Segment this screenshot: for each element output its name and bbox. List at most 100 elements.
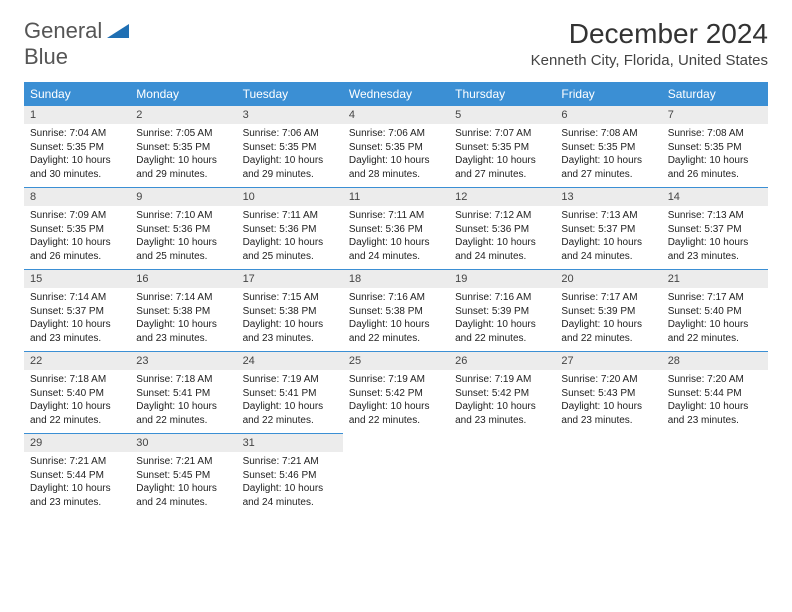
logo-word2: Blue: [24, 44, 68, 69]
day-header: Friday: [555, 82, 661, 106]
calendar-cell: 30Sunrise: 7:21 AMSunset: 5:45 PMDayligh…: [130, 434, 236, 516]
day-details: Sunrise: 7:07 AMSunset: 5:35 PMDaylight:…: [449, 124, 555, 187]
logo: General Blue: [24, 18, 129, 70]
calendar-body: 1Sunrise: 7:04 AMSunset: 5:35 PMDaylight…: [24, 106, 768, 515]
day-number: 31: [237, 434, 343, 452]
calendar-cell: 8Sunrise: 7:09 AMSunset: 5:35 PMDaylight…: [24, 188, 130, 270]
day-number: 19: [449, 270, 555, 288]
day-number: 1: [24, 106, 130, 124]
day-details: Sunrise: 7:20 AMSunset: 5:44 PMDaylight:…: [662, 370, 768, 433]
calendar-cell: 3Sunrise: 7:06 AMSunset: 5:35 PMDaylight…: [237, 106, 343, 188]
calendar-cell: 18Sunrise: 7:16 AMSunset: 5:38 PMDayligh…: [343, 270, 449, 352]
calendar-cell: 21Sunrise: 7:17 AMSunset: 5:40 PMDayligh…: [662, 270, 768, 352]
day-number: 26: [449, 352, 555, 370]
logo-triangle-icon: [107, 24, 129, 38]
day-number: 11: [343, 188, 449, 206]
day-details: Sunrise: 7:17 AMSunset: 5:39 PMDaylight:…: [555, 288, 661, 351]
day-number: 9: [130, 188, 236, 206]
calendar-cell: 26Sunrise: 7:19 AMSunset: 5:42 PMDayligh…: [449, 352, 555, 434]
day-number: 5: [449, 106, 555, 124]
day-details: Sunrise: 7:14 AMSunset: 5:37 PMDaylight:…: [24, 288, 130, 351]
calendar-cell: 9Sunrise: 7:10 AMSunset: 5:36 PMDaylight…: [130, 188, 236, 270]
day-number: 25: [343, 352, 449, 370]
calendar-cell: 25Sunrise: 7:19 AMSunset: 5:42 PMDayligh…: [343, 352, 449, 434]
day-number: 12: [449, 188, 555, 206]
day-number: 29: [24, 434, 130, 452]
day-number: 23: [130, 352, 236, 370]
calendar-cell: 2Sunrise: 7:05 AMSunset: 5:35 PMDaylight…: [130, 106, 236, 188]
day-details: Sunrise: 7:05 AMSunset: 5:35 PMDaylight:…: [130, 124, 236, 187]
calendar-week: 22Sunrise: 7:18 AMSunset: 5:40 PMDayligh…: [24, 352, 768, 434]
header: General Blue December 2024 Kenneth City,…: [24, 18, 768, 70]
calendar-cell: 23Sunrise: 7:18 AMSunset: 5:41 PMDayligh…: [130, 352, 236, 434]
day-details: Sunrise: 7:13 AMSunset: 5:37 PMDaylight:…: [662, 206, 768, 269]
calendar-cell: 13Sunrise: 7:13 AMSunset: 5:37 PMDayligh…: [555, 188, 661, 270]
calendar-cell: 16Sunrise: 7:14 AMSunset: 5:38 PMDayligh…: [130, 270, 236, 352]
day-details: Sunrise: 7:08 AMSunset: 5:35 PMDaylight:…: [662, 124, 768, 187]
calendar-cell: 20Sunrise: 7:17 AMSunset: 5:39 PMDayligh…: [555, 270, 661, 352]
day-details: Sunrise: 7:15 AMSunset: 5:38 PMDaylight:…: [237, 288, 343, 351]
calendar-cell: [662, 434, 768, 516]
day-details: Sunrise: 7:09 AMSunset: 5:35 PMDaylight:…: [24, 206, 130, 269]
day-details: Sunrise: 7:12 AMSunset: 5:36 PMDaylight:…: [449, 206, 555, 269]
day-header: Thursday: [449, 82, 555, 106]
calendar-cell: 11Sunrise: 7:11 AMSunset: 5:36 PMDayligh…: [343, 188, 449, 270]
calendar-cell: 6Sunrise: 7:08 AMSunset: 5:35 PMDaylight…: [555, 106, 661, 188]
day-number: 27: [555, 352, 661, 370]
calendar-cell: 22Sunrise: 7:18 AMSunset: 5:40 PMDayligh…: [24, 352, 130, 434]
month-title: December 2024: [531, 18, 768, 50]
day-details: Sunrise: 7:19 AMSunset: 5:41 PMDaylight:…: [237, 370, 343, 433]
day-details: Sunrise: 7:10 AMSunset: 5:36 PMDaylight:…: [130, 206, 236, 269]
day-number: 14: [662, 188, 768, 206]
calendar-cell: 15Sunrise: 7:14 AMSunset: 5:37 PMDayligh…: [24, 270, 130, 352]
day-details: Sunrise: 7:21 AMSunset: 5:46 PMDaylight:…: [237, 452, 343, 515]
calendar-cell: 7Sunrise: 7:08 AMSunset: 5:35 PMDaylight…: [662, 106, 768, 188]
day-details: Sunrise: 7:19 AMSunset: 5:42 PMDaylight:…: [343, 370, 449, 433]
day-details: Sunrise: 7:20 AMSunset: 5:43 PMDaylight:…: [555, 370, 661, 433]
day-details: Sunrise: 7:14 AMSunset: 5:38 PMDaylight:…: [130, 288, 236, 351]
day-number: 15: [24, 270, 130, 288]
day-details: Sunrise: 7:06 AMSunset: 5:35 PMDaylight:…: [343, 124, 449, 187]
title-block: December 2024 Kenneth City, Florida, Uni…: [531, 18, 768, 69]
calendar-cell: 10Sunrise: 7:11 AMSunset: 5:36 PMDayligh…: [237, 188, 343, 270]
calendar-cell: 29Sunrise: 7:21 AMSunset: 5:44 PMDayligh…: [24, 434, 130, 516]
calendar-cell: 1Sunrise: 7:04 AMSunset: 5:35 PMDaylight…: [24, 106, 130, 188]
day-details: Sunrise: 7:21 AMSunset: 5:45 PMDaylight:…: [130, 452, 236, 515]
calendar-week: 29Sunrise: 7:21 AMSunset: 5:44 PMDayligh…: [24, 434, 768, 516]
calendar-cell: [343, 434, 449, 516]
day-number: 8: [24, 188, 130, 206]
calendar-cell: 14Sunrise: 7:13 AMSunset: 5:37 PMDayligh…: [662, 188, 768, 270]
calendar-cell: 24Sunrise: 7:19 AMSunset: 5:41 PMDayligh…: [237, 352, 343, 434]
logo-word1: General: [24, 18, 102, 43]
day-header: Saturday: [662, 82, 768, 106]
day-details: Sunrise: 7:13 AMSunset: 5:37 PMDaylight:…: [555, 206, 661, 269]
day-header: Sunday: [24, 82, 130, 106]
day-number: 28: [662, 352, 768, 370]
day-number: 22: [24, 352, 130, 370]
day-details: Sunrise: 7:08 AMSunset: 5:35 PMDaylight:…: [555, 124, 661, 187]
day-header: Tuesday: [237, 82, 343, 106]
calendar-cell: [449, 434, 555, 516]
day-details: Sunrise: 7:16 AMSunset: 5:38 PMDaylight:…: [343, 288, 449, 351]
calendar-head: SundayMondayTuesdayWednesdayThursdayFrid…: [24, 82, 768, 106]
calendar-cell: 31Sunrise: 7:21 AMSunset: 5:46 PMDayligh…: [237, 434, 343, 516]
day-details: Sunrise: 7:21 AMSunset: 5:44 PMDaylight:…: [24, 452, 130, 515]
day-header: Monday: [130, 82, 236, 106]
calendar-cell: 4Sunrise: 7:06 AMSunset: 5:35 PMDaylight…: [343, 106, 449, 188]
day-number: 30: [130, 434, 236, 452]
day-details: Sunrise: 7:17 AMSunset: 5:40 PMDaylight:…: [662, 288, 768, 351]
day-details: Sunrise: 7:18 AMSunset: 5:40 PMDaylight:…: [24, 370, 130, 433]
calendar-cell: 28Sunrise: 7:20 AMSunset: 5:44 PMDayligh…: [662, 352, 768, 434]
day-number: 3: [237, 106, 343, 124]
day-number: 6: [555, 106, 661, 124]
calendar-week: 8Sunrise: 7:09 AMSunset: 5:35 PMDaylight…: [24, 188, 768, 270]
day-details: Sunrise: 7:19 AMSunset: 5:42 PMDaylight:…: [449, 370, 555, 433]
day-number: 21: [662, 270, 768, 288]
calendar-table: SundayMondayTuesdayWednesdayThursdayFrid…: [24, 82, 768, 515]
day-details: Sunrise: 7:16 AMSunset: 5:39 PMDaylight:…: [449, 288, 555, 351]
calendar-cell: 19Sunrise: 7:16 AMSunset: 5:39 PMDayligh…: [449, 270, 555, 352]
day-header: Wednesday: [343, 82, 449, 106]
day-details: Sunrise: 7:06 AMSunset: 5:35 PMDaylight:…: [237, 124, 343, 187]
day-details: Sunrise: 7:04 AMSunset: 5:35 PMDaylight:…: [24, 124, 130, 187]
calendar-cell: 17Sunrise: 7:15 AMSunset: 5:38 PMDayligh…: [237, 270, 343, 352]
